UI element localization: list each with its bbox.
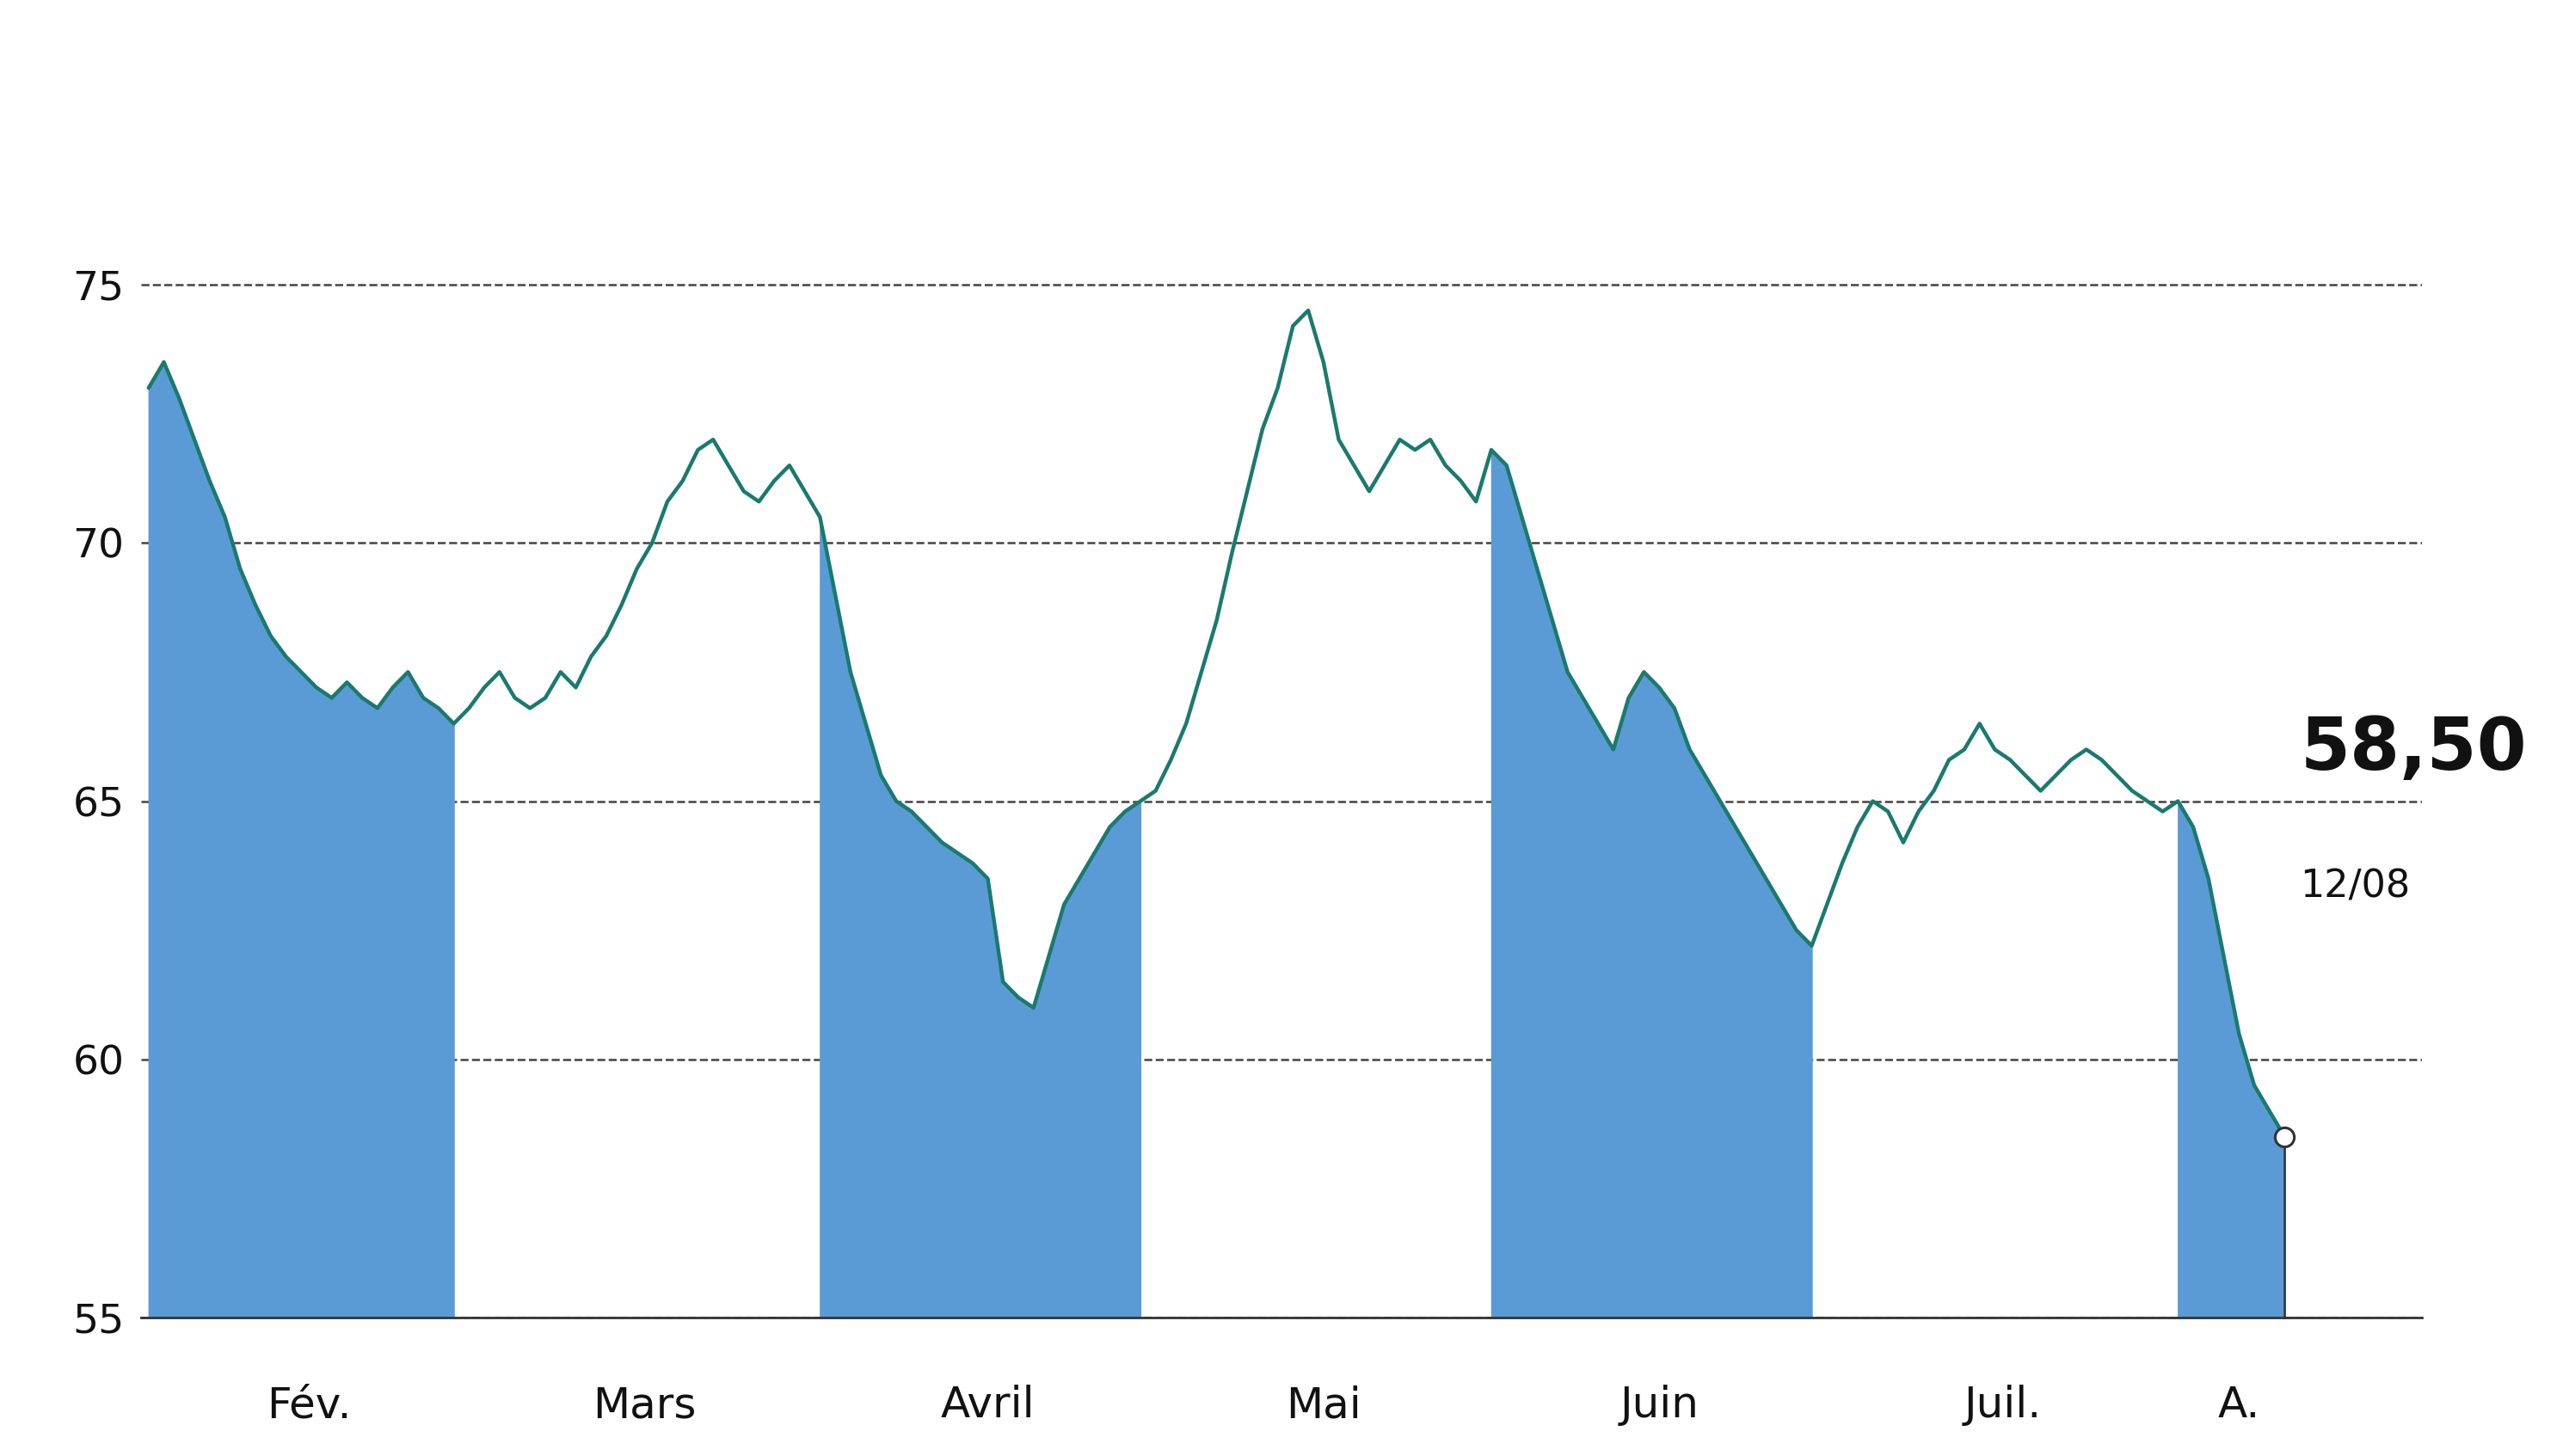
- Text: Mars: Mars: [592, 1385, 697, 1425]
- Text: Juin: Juin: [1620, 1385, 1699, 1425]
- Text: Juil.: Juil.: [1963, 1385, 2040, 1425]
- Text: Avril: Avril: [941, 1385, 1035, 1425]
- Text: 58,50: 58,50: [2299, 715, 2527, 785]
- Text: 12/08: 12/08: [2299, 868, 2409, 906]
- Text: A.: A.: [2217, 1385, 2261, 1425]
- Text: Fév.: Fév.: [267, 1385, 351, 1425]
- Text: Energiekontor AG: Energiekontor AG: [759, 33, 1804, 134]
- Text: Mai: Mai: [1287, 1385, 1361, 1425]
